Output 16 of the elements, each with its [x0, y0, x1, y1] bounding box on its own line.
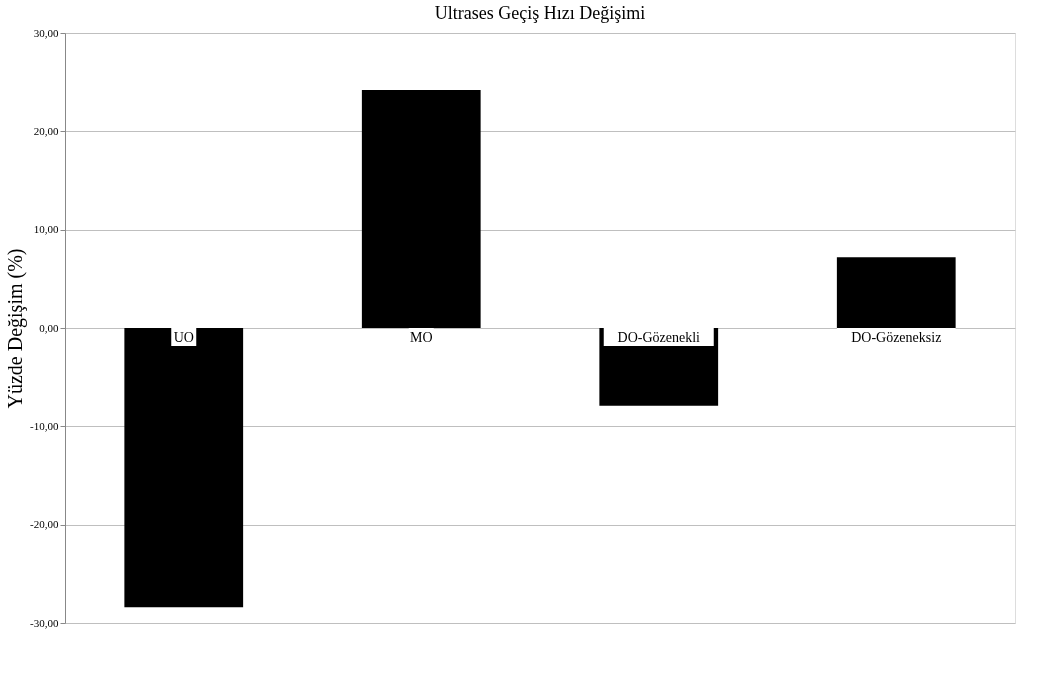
bar [836, 257, 956, 328]
x-tick-label: DO-Gözenekli [617, 330, 701, 345]
bar [124, 328, 244, 608]
x-tick-label: UO [173, 330, 194, 345]
y-tick-label: -30,00 [30, 616, 59, 629]
y-tick-label: -20,00 [30, 518, 59, 531]
y-tick-label: 30,00 [33, 26, 59, 39]
y-tick-label: 0,00 [39, 321, 59, 334]
x-tick-label: DO-Gözeneksiz [851, 330, 942, 345]
x-tick-label: MO [409, 330, 433, 345]
y-tick-label: -10,00 [30, 419, 59, 432]
y-axis-title: Yüzde Değişim (%) [4, 248, 28, 409]
y-tick-label: 20,00 [33, 124, 59, 137]
chart-title: Ultrases Geçiş Hızı Değişimi [434, 3, 646, 23]
y-tick-label: 10,00 [33, 223, 59, 236]
bar [361, 90, 481, 328]
